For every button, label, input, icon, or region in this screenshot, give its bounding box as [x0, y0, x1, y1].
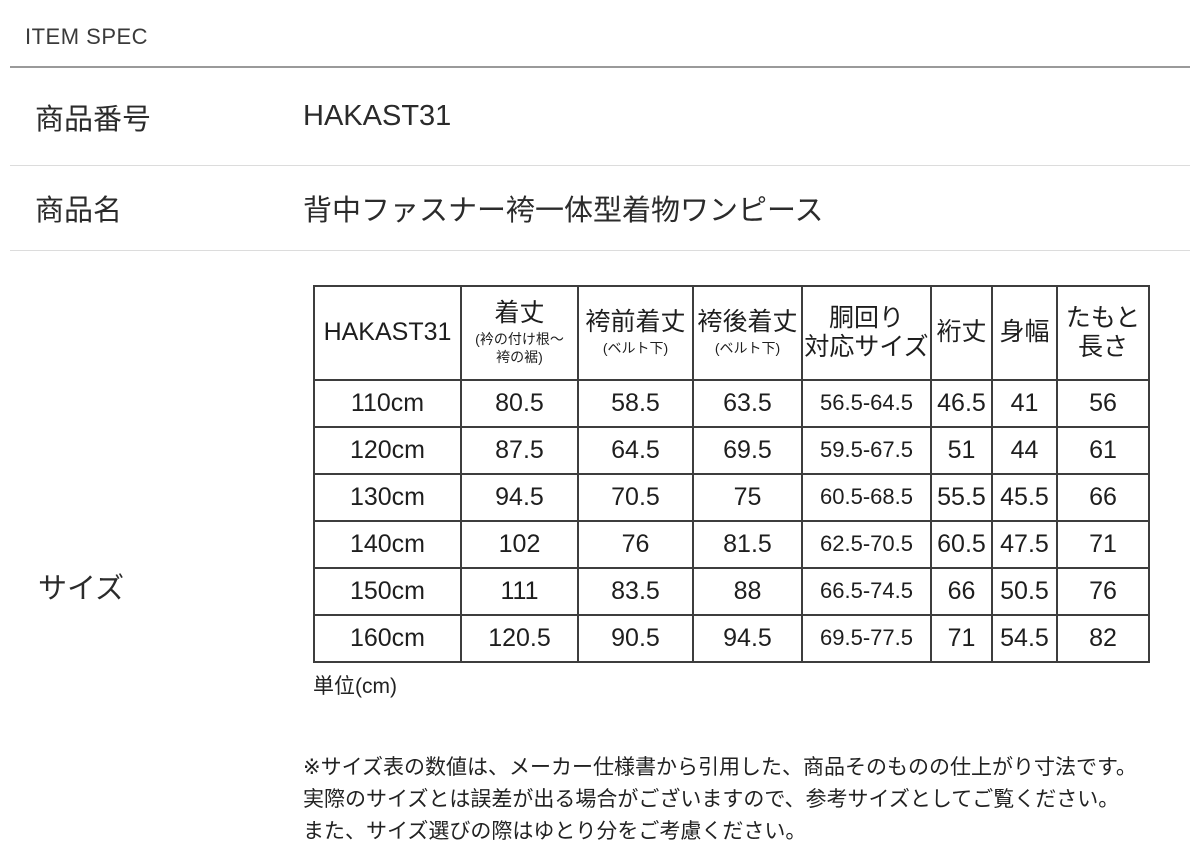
size-table-column-header: 裄丈: [930, 284, 993, 381]
size-table-row: 110cm 80.5 58.5 63.5 56.5-64.5 46.5 41 56: [313, 378, 1150, 428]
product-number-value: HAKAST31: [303, 100, 452, 132]
size-table-value-cell: 64.5: [577, 425, 694, 475]
size-table-value-cell: 46.5: [930, 378, 993, 428]
size-table-value-cell: 94.5: [460, 472, 579, 522]
size-table-value-cell: 60.5: [930, 519, 993, 569]
column-header-sublabel: (衿の付け根～ 袴の裾): [475, 330, 564, 365]
size-table-value-cell: 58.5: [577, 378, 694, 428]
size-table-value-cell: 76: [577, 519, 694, 569]
note-line: ※サイズ表の数値は、メーカー仕様書から引用した、商品そのものの仕上がり寸法です。: [303, 755, 1137, 779]
size-table-value-cell: 71: [930, 613, 993, 663]
column-header-sublabel: (ベルト下): [714, 339, 781, 356]
unit-note: 単位(cm): [313, 674, 397, 698]
size-table-value-cell: 45.5: [991, 472, 1058, 522]
size-table-value-cell: 47.5: [991, 519, 1058, 569]
size-table-row: 120cm 87.5 64.5 69.5 59.5-67.5 51 44 61: [313, 425, 1150, 475]
product-name-row: 商品名 背中ファスナー袴一体型着物ワンピース: [0, 166, 1200, 250]
size-table-value-cell: 50.5: [991, 566, 1058, 616]
size-table-value-cell: 81.5: [692, 519, 803, 569]
size-table-value-cell: 66: [930, 566, 993, 616]
size-table-column-header: 身幅: [991, 284, 1058, 381]
column-header-label: 着丈: [494, 298, 545, 327]
size-table-value-cell: 80.5: [460, 378, 579, 428]
product-number-row: 商品番号 HAKAST31: [0, 68, 1200, 165]
size-table-value-cell: 55.5: [930, 472, 993, 522]
size-table-size-cell: 120cm: [313, 425, 462, 475]
size-content: HAKAST31 着丈 (衿の付け根～ 袴の裾) 袴前着丈 (ベルト下) 袴後着丈 (ベルト…: [303, 260, 1200, 848]
page-title: ITEM SPEC: [25, 24, 149, 49]
size-table-header-row: HAKAST31 着丈 (衿の付け根～ 袴の裾) 袴前着丈 (ベルト下) 袴後着丈 (ベルト…: [313, 284, 1150, 381]
note-line: また、サイズ選びの際はゆとり分をご考慮ください。: [303, 819, 807, 843]
size-table-value-cell: 88: [692, 566, 803, 616]
column-header-label: たもと 長さ: [1065, 303, 1141, 361]
size-table-value-cell: 62.5-70.5: [801, 519, 932, 569]
size-table-value-cell: 54.5: [991, 613, 1058, 663]
size-table-value-cell: 75: [692, 472, 803, 522]
size-table-value-cell: 70.5: [577, 472, 694, 522]
size-table-value-cell: 71: [1056, 519, 1150, 569]
section-divider: [10, 66, 1190, 68]
size-table-value-cell: 56.5-64.5: [801, 378, 932, 428]
size-table-corner-cell: HAKAST31: [313, 284, 462, 381]
row-divider: [10, 250, 1190, 251]
size-table-size-cell: 150cm: [313, 566, 462, 616]
size-table-value-cell: 82: [1056, 613, 1150, 663]
size-table-column-header: 袴後着丈 (ベルト下): [692, 284, 803, 381]
size-table-value-cell: 56: [1056, 378, 1150, 428]
size-table-value-cell: 111: [460, 566, 579, 616]
size-table-value-cell: 120.5: [460, 613, 579, 663]
product-number-label: 商品番号: [35, 103, 152, 136]
size-table-size-cell: 140cm: [313, 519, 462, 569]
size-table-value-cell: 61: [1056, 425, 1150, 475]
column-header-label: 袴後着丈: [697, 308, 798, 337]
size-table: HAKAST31 着丈 (衿の付け根～ 袴の裾) 袴前着丈 (ベルト下) 袴後着丈 (ベルト…: [313, 284, 1150, 663]
column-header-label: 裄丈: [936, 318, 987, 347]
product-name-value: 背中ファスナー袴一体型着物ワンピース: [303, 195, 824, 227]
size-table-value-cell: 59.5-67.5: [801, 425, 932, 475]
row-divider: [10, 165, 1190, 166]
product-name-label: 商品名: [35, 195, 123, 227]
size-table-value-cell: 90.5: [577, 613, 694, 663]
size-table-column-header: 着丈 (衿の付け根～ 袴の裾): [460, 284, 579, 381]
size-table-value-cell: 102: [460, 519, 579, 569]
size-table-row: 130cm 94.5 70.5 75 60.5-68.5 55.5 45.5 66: [313, 472, 1150, 522]
size-table-value-cell: 94.5: [692, 613, 803, 663]
size-table-value-cell: 66.5-74.5: [801, 566, 932, 616]
column-header-label: 袴前着丈: [585, 308, 686, 337]
size-table-value-cell: 51: [930, 425, 993, 475]
column-header-label: 胴回り 対応サイズ: [804, 303, 929, 361]
size-table-value-cell: 66: [1056, 472, 1150, 522]
size-row: サイズ HAKAST31 着丈 (衿の付け根～ 袴の裾) 袴前着丈 (ベルト下) 袴後着丈…: [0, 251, 1200, 856]
size-table-value-cell: 76: [1056, 566, 1150, 616]
size-table-size-cell: 110cm: [313, 378, 462, 428]
size-notes: ※サイズ表の数値は、メーカー仕様書から引用した、商品そのものの仕上がり寸法です。…: [303, 752, 1200, 848]
size-table-column-header: たもと 長さ: [1056, 284, 1150, 381]
size-table-size-cell: 130cm: [313, 472, 462, 522]
size-label: サイズ: [38, 572, 125, 605]
size-table-column-header: 胴回り 対応サイズ: [801, 284, 932, 381]
size-table-value-cell: 69.5: [692, 425, 803, 475]
size-table-value-cell: 83.5: [577, 566, 694, 616]
column-header-sublabel: (ベルト下): [602, 339, 669, 356]
size-table-value-cell: 44: [991, 425, 1058, 475]
size-table-value-cell: 87.5: [460, 425, 579, 475]
size-table-value-cell: 63.5: [692, 378, 803, 428]
size-table-row: 160cm 120.5 90.5 94.5 69.5-77.5 71 54.5 82: [313, 613, 1150, 663]
size-table-value-cell: 41: [991, 378, 1058, 428]
column-header-label: 身幅: [999, 318, 1050, 347]
note-line: 実際のサイズとは誤差が出る場合がございますので、参考サイズとしてご覧ください。: [303, 787, 1120, 811]
size-table-column-header: 袴前着丈 (ベルト下): [577, 284, 694, 381]
size-table-value-cell: 60.5-68.5: [801, 472, 932, 522]
size-table-value-cell: 69.5-77.5: [801, 613, 932, 663]
size-table-row: 150cm 111 83.5 88 66.5-74.5 66 50.5 76: [313, 566, 1150, 616]
size-table-size-cell: 160cm: [313, 613, 462, 663]
size-table-row: 140cm 102 76 81.5 62.5-70.5 60.5 47.5 71: [313, 519, 1150, 569]
